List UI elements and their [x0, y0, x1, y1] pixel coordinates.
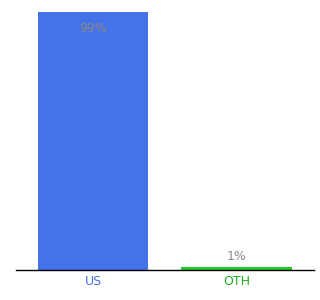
- Text: 1%: 1%: [227, 250, 246, 263]
- Bar: [38, 12, 148, 270]
- Text: 99%: 99%: [79, 22, 107, 35]
- Bar: [181, 267, 292, 270]
